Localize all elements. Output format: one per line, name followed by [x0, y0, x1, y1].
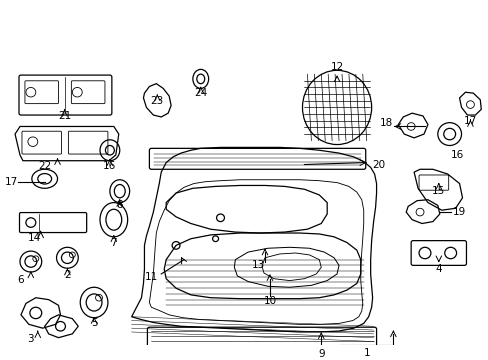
Text: 11: 11 — [144, 272, 158, 282]
Text: 21: 21 — [58, 111, 71, 121]
Text: 24: 24 — [194, 88, 207, 98]
Text: 9: 9 — [317, 349, 324, 359]
Text: 17: 17 — [4, 177, 18, 186]
Text: 1: 1 — [363, 348, 369, 358]
Text: 19: 19 — [452, 207, 465, 217]
Text: 18: 18 — [379, 118, 392, 128]
Text: 16: 16 — [103, 161, 116, 171]
Text: 22: 22 — [38, 161, 51, 171]
Text: 10: 10 — [263, 296, 276, 306]
Text: 2: 2 — [64, 270, 71, 280]
Text: 13: 13 — [251, 260, 264, 270]
Text: 14: 14 — [28, 233, 41, 243]
Text: 12: 12 — [330, 63, 343, 72]
Text: 8: 8 — [116, 201, 123, 211]
Text: 3: 3 — [27, 334, 34, 344]
Text: 17: 17 — [463, 116, 476, 126]
Text: 6: 6 — [18, 275, 24, 285]
Text: 15: 15 — [431, 186, 445, 196]
Text: 16: 16 — [450, 150, 463, 160]
Text: 4: 4 — [435, 264, 441, 274]
Text: 7: 7 — [110, 238, 117, 248]
Text: 23: 23 — [150, 96, 163, 106]
Text: 5: 5 — [91, 318, 97, 328]
Text: 20: 20 — [371, 159, 385, 170]
